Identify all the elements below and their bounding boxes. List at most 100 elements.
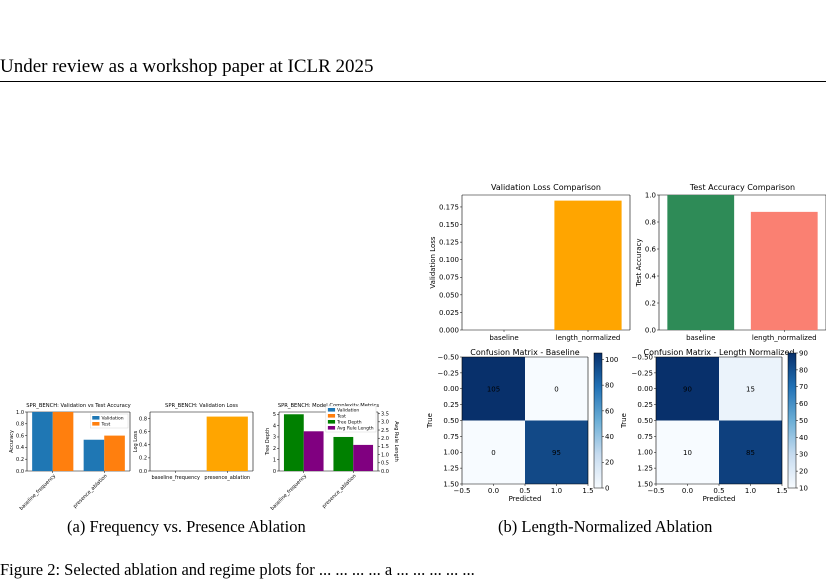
b4-title: Confusion Matrix - Length Normalized	[644, 348, 795, 357]
b4-cell-value: 10	[683, 449, 692, 457]
a3-y-axis-label: Tree Depth	[265, 428, 271, 456]
b3-x-axis-label: Predicted	[509, 495, 542, 503]
b4-y-tick-label: 0.50	[637, 417, 653, 425]
b4-cell-value: 85	[746, 449, 755, 457]
a3-legend-label: Avg Rule Length	[337, 426, 374, 432]
b2-y-tick-label: 0.0	[645, 326, 656, 334]
figure-caption: Figure 2: Selected ablation and regime p…	[0, 560, 475, 579]
subcaption-a: (a) Frequency vs. Presence Ablation	[67, 517, 306, 536]
b4-y-tick-label: 0.75	[637, 433, 653, 441]
a2-y-tick-label: 0.0	[139, 469, 147, 475]
b2-y-tick-label: 0.6	[645, 245, 657, 253]
b3-y-tick-label: 0.50	[443, 417, 459, 425]
a3-legend-swatch	[327, 414, 336, 418]
b3-colorbar	[593, 352, 603, 489]
b4-colorbar-tick-label: 60	[799, 400, 808, 408]
b3-cell	[462, 420, 525, 484]
b1-y-tick-label: 0.175	[439, 203, 459, 211]
a3-x-tick-label: presence_ablation	[321, 473, 358, 510]
b3-y-tick-label: −0.25	[438, 369, 459, 377]
b3-y-tick-label: 1.00	[443, 449, 459, 457]
a3-y-tick-label: 5	[273, 412, 276, 418]
b1-title: Validation Loss Comparison	[491, 183, 601, 192]
b1-y-tick-label: 0.000	[439, 326, 459, 334]
b4-y-tick-label: 1.00	[637, 449, 653, 457]
a2-y-tick-label: 0.8	[139, 416, 147, 422]
a3-x-tick-label: baseline_frequency	[270, 473, 309, 512]
a2-x-tick-label: baseline_frequency	[151, 475, 200, 481]
b3-colorbar-tick-label: 80	[605, 382, 614, 390]
b3-colorbar-tick-label: 40	[605, 433, 614, 441]
b3-cell-value: 0	[491, 449, 495, 457]
b4-colorbar-tick-label: 20	[799, 468, 808, 476]
b3-cell	[525, 357, 588, 421]
b4-cell	[656, 420, 719, 484]
b4-cell-value: 90	[683, 385, 692, 393]
header-rule	[0, 81, 826, 82]
a3-y2-tick-label: 1.5	[381, 444, 389, 450]
b4-cell-value: 15	[746, 385, 755, 393]
a1-bar	[83, 439, 105, 471]
a1-bar	[104, 435, 125, 471]
b2-title: Test Accuracy Comparison	[689, 183, 795, 192]
b4-x-axis-label: Predicted	[703, 495, 736, 503]
a1-legend	[90, 413, 129, 429]
b4-colorbar-tick-label: 50	[799, 417, 808, 425]
a1-y-tick-label: 0.6	[16, 433, 24, 439]
b3-x-tick-label: 0.0	[488, 487, 499, 495]
a3-legend-label: Tree Depth	[336, 420, 362, 426]
a3-y2-tick-label: 2.0	[381, 436, 389, 442]
a3-y-tick-label: 2	[273, 446, 276, 452]
b2-y-axis-label: Test Accuracy	[635, 239, 643, 288]
b3-colorbar-tick-label: 60	[605, 407, 614, 415]
b1-x-tick-label: length_normalized	[556, 334, 621, 342]
a2-y-tick-label: 0.4	[139, 443, 147, 449]
a3-y-tick-label: 4	[273, 423, 276, 429]
b1-y-axis-label: Validation Loss	[429, 236, 437, 288]
b4-cell	[656, 357, 719, 421]
a3-legend-label: Test	[336, 414, 346, 420]
b4-y-tick-label: −0.25	[632, 369, 653, 377]
b1-y-tick-label: 0.100	[439, 256, 459, 264]
b1-x-tick-label: baseline	[489, 334, 518, 342]
a3-y2-tick-label: 3.5	[381, 411, 389, 417]
b4-x-tick-label: −0.5	[648, 487, 665, 495]
b3-y-tick-label: 1.50	[443, 480, 459, 488]
a3-y-tick-label: 3	[273, 435, 276, 441]
b1-y-tick-label: 0.075	[439, 274, 459, 282]
b3-x-tick-label: 1.5	[582, 487, 593, 495]
b3-colorbar-tick-label: 0	[605, 484, 609, 492]
b3-colorbar-tick-label: 20	[605, 459, 614, 467]
a3-y-tick-label: 0	[273, 469, 276, 475]
a3-legend-swatch	[327, 408, 336, 412]
b4-x-tick-label: 0.0	[682, 487, 693, 495]
b3-title: Confusion Matrix - Baseline	[470, 348, 579, 357]
b4-colorbar-tick-label: 10	[799, 484, 808, 492]
a1-title: SPR_BENCH: Validation vs Test Accuracy	[26, 403, 131, 409]
b3-x-tick-label: 0.5	[519, 487, 530, 495]
a1-bar	[52, 412, 74, 471]
b4-y-tick-label: −0.50	[632, 353, 653, 361]
a3-bar	[333, 436, 354, 471]
a2-bar	[206, 416, 248, 471]
running-header: Under review as a workshop paper at ICLR…	[0, 56, 374, 77]
b2-y-tick-label: 0.2	[645, 299, 656, 307]
a1-legend-label: Validation	[101, 416, 123, 422]
a3-y2-tick-label: 3.0	[381, 420, 389, 426]
a1-x-tick-label: presence_ablation	[72, 473, 109, 510]
b2-y-tick-label: 0.4	[645, 272, 657, 280]
a1-y-tick-label: 0.0	[16, 469, 24, 475]
b1-y-tick-label: 0.050	[439, 291, 459, 299]
a3-legend-swatch	[327, 420, 336, 424]
a1-y-tick-label: 1.0	[16, 410, 24, 416]
b4-y-tick-label: 1.25	[637, 465, 653, 473]
a1-legend-swatch	[92, 416, 100, 420]
b3-cell-value: 0	[554, 385, 558, 393]
a1-y-axis-label: Accuracy	[9, 430, 15, 453]
b4-colorbar-tick-label: 80	[799, 366, 808, 374]
a1-y-tick-label: 0.8	[16, 422, 24, 428]
b1-y-tick-label: 0.150	[439, 221, 459, 229]
a1-x-tick-label: baseline_frequency	[19, 473, 58, 512]
b3-cell	[462, 357, 525, 421]
